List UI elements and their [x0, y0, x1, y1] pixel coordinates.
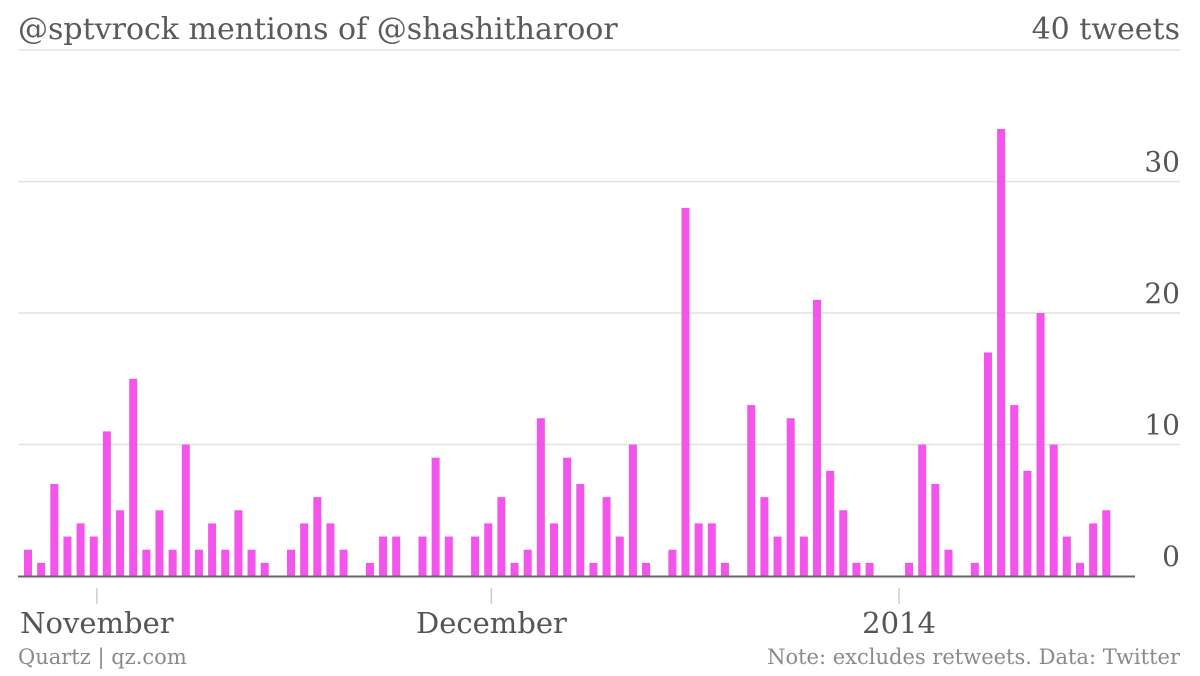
bar-2014-01-13 — [1062, 536, 1071, 576]
bar-2013-11-06 — [168, 549, 177, 576]
x-tick-label-0: November — [20, 606, 174, 640]
bar-2014-01-12 — [1049, 444, 1058, 576]
bar-2013-12-01 — [497, 497, 506, 576]
bar-2013-11-01 — [102, 431, 111, 576]
bar-2013-12-29 — [865, 562, 874, 576]
bar-2013-11-25 — [418, 536, 427, 576]
bar-2013-12-10 — [615, 536, 624, 576]
bar-2013-10-26 — [24, 549, 32, 576]
bar-2013-12-15 — [681, 207, 690, 576]
bar-2013-11-15 — [287, 549, 295, 576]
bar-2013-12-22 — [773, 536, 782, 576]
bar-2013-11-04 — [142, 549, 151, 576]
bar-2013-11-05 — [155, 510, 164, 576]
bar-2013-11-27 — [444, 536, 453, 576]
y-axis: 0 10 20 30 — [1144, 146, 1180, 573]
bar-2013-12-17 — [707, 523, 716, 576]
y-tick-label-30: 30 — [1144, 146, 1180, 179]
bar-2013-12-06 — [563, 457, 572, 576]
bar-2013-12-26 — [826, 470, 835, 576]
bar-2014-01-16 — [1102, 510, 1111, 576]
bar-2014-01-06 — [970, 562, 979, 576]
gridlines — [18, 49, 1180, 446]
y-tick-label-0: 0 — [1162, 540, 1180, 573]
bar-2014-01-03 — [931, 483, 940, 576]
bar-2014-01-09 — [1010, 405, 1019, 576]
x-tick-label-2: 2014 — [862, 606, 936, 640]
bar-2013-11-02 — [116, 510, 125, 576]
bar-2013-10-31 — [89, 536, 98, 576]
bars — [24, 129, 1111, 576]
chart-title: @sptvrock mentions of @shashitharoor — [18, 12, 618, 47]
bar-2014-01-11 — [1036, 313, 1045, 576]
bar-2013-11-22 — [379, 536, 388, 576]
bar-2013-10-28 — [50, 483, 59, 576]
bar-2013-10-29 — [63, 536, 72, 576]
bar-2013-11-12 — [247, 549, 256, 576]
bar-2013-11-09 — [208, 523, 217, 576]
bar-2013-12-27 — [839, 510, 848, 576]
bar-2013-10-27 — [37, 562, 46, 576]
bar-2013-12-09 — [602, 497, 611, 576]
bar-2013-11-03 — [129, 378, 138, 576]
bar-2013-11-08 — [194, 549, 203, 576]
bar-2013-11-30 — [484, 523, 493, 576]
bar-2013-11-07 — [181, 444, 190, 576]
bar-2013-11-23 — [392, 536, 401, 576]
y-tick-label-10: 10 — [1144, 409, 1180, 442]
bar-2013-11-11 — [234, 510, 243, 576]
x-axis: November December 2014 — [18, 575, 1135, 640]
bar-2013-12-18 — [720, 562, 729, 576]
bar-2013-12-07 — [576, 483, 585, 576]
bar-2013-12-04 — [536, 418, 545, 576]
data-note: Note: excludes retweets. Data: Twitter — [767, 645, 1180, 669]
bar-2014-01-14 — [1076, 562, 1084, 576]
bar-2013-12-03 — [523, 549, 532, 576]
bar-2013-12-28 — [852, 562, 861, 576]
bar-2013-12-14 — [668, 549, 677, 576]
bar-2013-12-20 — [747, 405, 756, 576]
bar-2013-12-12 — [642, 562, 651, 576]
bar-2013-11-19 — [339, 549, 348, 576]
bar-2013-11-10 — [221, 549, 230, 576]
bar-2014-01-07 — [983, 352, 992, 576]
bar-2013-12-08 — [589, 562, 598, 576]
bar-2013-12-25 — [813, 299, 821, 576]
bar-2013-10-30 — [76, 523, 85, 576]
y-tick-label-20: 20 — [1144, 277, 1180, 310]
source-credit: Quartz | qz.com — [18, 645, 187, 669]
bar-2014-01-10 — [1023, 470, 1032, 576]
bar-2014-01-04 — [944, 549, 953, 576]
bar-2014-01-15 — [1089, 523, 1098, 576]
bar-2013-11-13 — [260, 562, 269, 576]
bar-2013-12-02 — [510, 562, 519, 576]
bar-2014-01-08 — [997, 129, 1006, 576]
bar-2013-12-23 — [786, 418, 795, 576]
bar-2013-11-18 — [326, 523, 335, 576]
bar-2013-11-16 — [300, 523, 309, 576]
bar-2013-11-21 — [365, 562, 374, 576]
bar-2014-01-01 — [905, 562, 914, 576]
bar-2013-12-11 — [628, 444, 637, 576]
x-tick-label-1: December — [416, 606, 567, 640]
bar-2014-01-02 — [918, 444, 927, 576]
bar-2013-12-05 — [550, 523, 558, 576]
tweet-count: 40 tweets — [1031, 12, 1180, 47]
bar-2013-11-29 — [471, 536, 480, 576]
bar-2013-11-17 — [313, 497, 322, 576]
bar-2013-12-24 — [799, 536, 808, 576]
bar-2013-11-26 — [431, 457, 440, 576]
bar-2013-12-21 — [760, 497, 769, 576]
bar-2013-12-16 — [694, 523, 703, 576]
